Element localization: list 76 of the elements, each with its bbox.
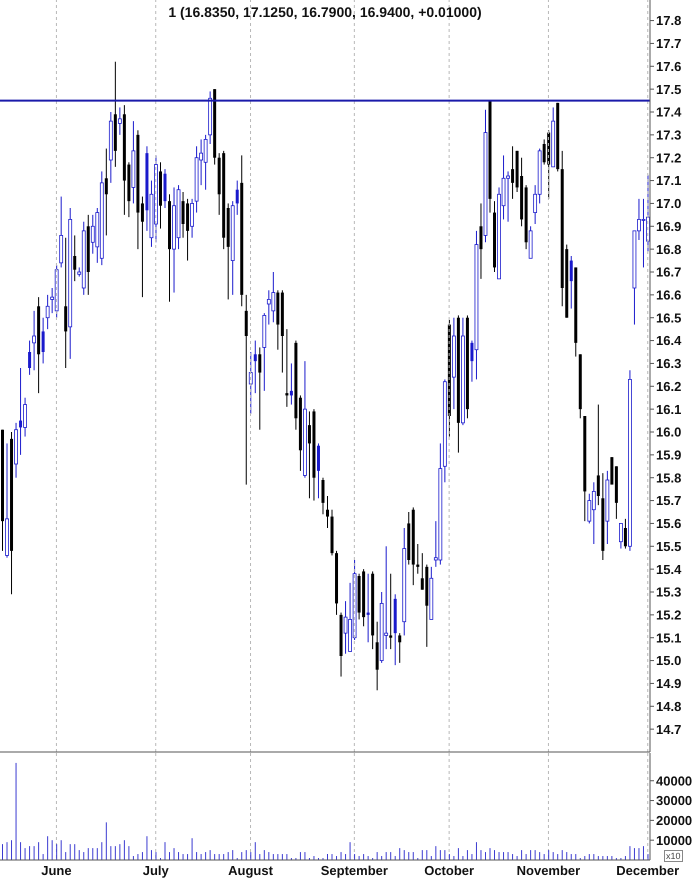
y-tick-label: 17.6 [656,58,682,74]
candlestick [271,272,276,323]
candlestick [118,106,122,136]
x-tick-label: November [516,863,580,878]
candlestick [624,518,627,550]
candlestick [596,404,600,506]
x-tick-label: October [424,863,474,878]
candlestick [570,256,573,310]
x-tick-label: June [41,863,72,878]
candlestick [285,328,288,408]
y-tick-label: 30000 [656,793,692,808]
y-tick-label: 16.4 [656,333,682,348]
y-tick-label: 17.8 [656,13,682,28]
y-tick-label: 16.0 [656,424,682,440]
y-tick-label: 16.9 [656,218,682,234]
y-tick-label: 15.5 [656,538,682,554]
candlestick [290,362,293,406]
x-tick-label: September [320,863,388,878]
y-tick-label: 17.5 [656,82,682,97]
y-tick-label: 14.7 [656,722,682,737]
y-tick-label: 15.4 [656,562,682,577]
candlestick [266,290,271,326]
y-tick-label: 15.7 [656,493,682,508]
candlestick [366,573,370,643]
y-tick-label: 14.8 [656,698,682,714]
y-tick-label: 15.9 [656,447,682,462]
candlestick [182,192,185,238]
candlestick [258,346,262,430]
y-tick-label: 17.7 [656,36,682,52]
y-tick-label: 17.3 [656,127,682,142]
y-tick-label: 17.1 [656,173,682,188]
y-tick-label: 16.5 [656,310,682,326]
candlestick [42,317,45,364]
candlestick [28,340,32,376]
candlestick [326,496,329,528]
y-tick-label: 10000 [656,832,692,848]
text: x10 [664,850,683,862]
candlestick [46,294,50,330]
candlestick [23,397,27,438]
y-tick-label: 15.1 [656,630,682,646]
candlestick [254,340,257,394]
candlestick [619,522,623,550]
candlestick [511,146,514,200]
candlestick [479,202,482,280]
x-tick-label: December [616,863,680,878]
y-tick-label: 20000 [656,812,692,828]
y-tick-label: 16.8 [656,242,682,257]
y-tick-label: 15.0 [656,653,682,668]
candlestick [190,198,194,238]
y-tick-label: 40000 [656,773,692,788]
y-tick-label: 16.1 [656,402,682,417]
y-tick-label: 15.2 [656,607,682,622]
y-tick-label: 14.9 [656,676,682,692]
y-tick-label: 16.7 [656,264,682,280]
candlestick [32,310,36,371]
x-tick-label: July [142,863,170,878]
y-tick-label: 15.8 [656,470,682,486]
y-tick-label: 15.6 [656,516,682,532]
y-tick-label: 16.6 [656,287,682,302]
candlestick [90,214,95,254]
x-tick-label: August [228,863,274,878]
y-tick-label: 17.4 [656,104,682,120]
candlestick [73,234,76,282]
candlestick [592,482,596,544]
candlestick [398,632,402,664]
y-tick-label: 15.3 [656,584,682,600]
candlestick [236,180,239,216]
y-tick-label: 17.0 [656,196,682,212]
candlestick [416,544,420,574]
candlestick [587,493,592,524]
y-tick-label: 17.2 [656,150,682,166]
chart-title: 1 (16.8350, 17.1250, 16.7900, 16.9400, +0.01000) [167,4,483,20]
y-tick-label: 16.3 [656,356,682,372]
candlestick [321,477,324,515]
candlestick [104,148,108,236]
y-tick-label: 16.2 [656,378,682,394]
